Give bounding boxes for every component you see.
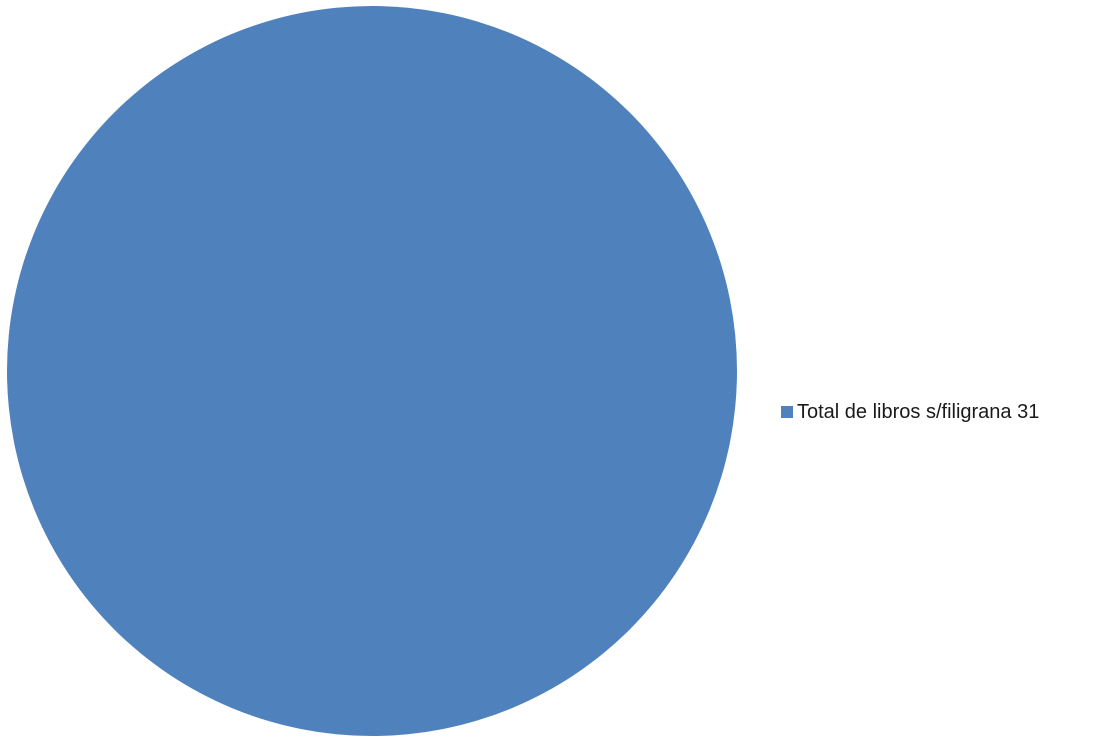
pie-slices (7, 6, 737, 736)
chart-legend: Total de libros s/filigrana 31 (781, 400, 1039, 424)
pie-slice-0 (7, 6, 737, 736)
legend-label: Total de libros s/filigrana 31 (797, 401, 1040, 423)
legend-swatch (781, 406, 793, 418)
